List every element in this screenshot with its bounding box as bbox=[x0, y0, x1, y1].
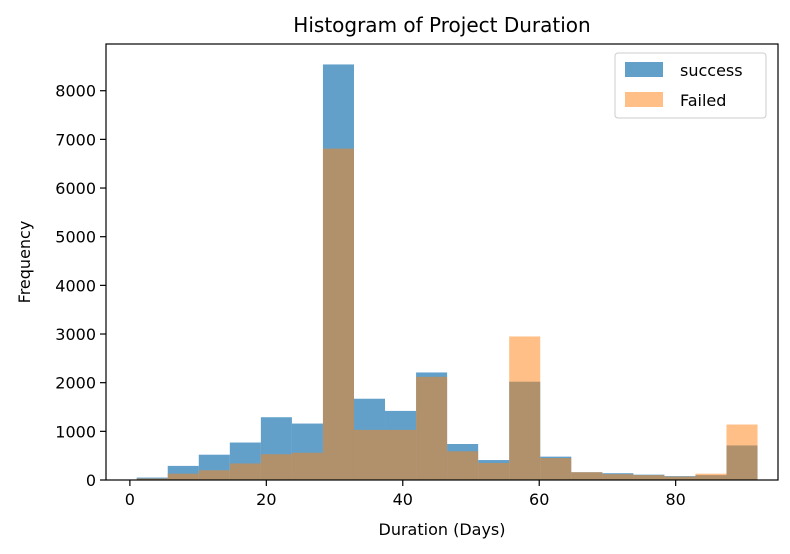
x-axis-ticks: 0 20 40 60 80 bbox=[125, 480, 686, 509]
bar-failed-18 bbox=[695, 473, 727, 480]
x-tick-label-80: 80 bbox=[665, 490, 685, 509]
bar-failed-3 bbox=[229, 463, 261, 480]
bar-failed-10 bbox=[447, 451, 479, 480]
bar-failed-8 bbox=[385, 429, 417, 480]
y-tick-label-8000: 8000 bbox=[55, 82, 96, 101]
y-axis-ticks: 0 1000 2000 3000 4000 5000 6000 7000 8000 bbox=[55, 82, 106, 490]
x-tick-label-60: 60 bbox=[529, 490, 549, 509]
x-tick-label-20: 20 bbox=[256, 490, 276, 509]
bar-failed-16 bbox=[633, 475, 665, 480]
bars-layer bbox=[136, 64, 758, 480]
bar-failed-17 bbox=[664, 476, 696, 480]
y-tick-label-5000: 5000 bbox=[55, 228, 96, 247]
bar-failed-15 bbox=[602, 474, 634, 480]
x-axis-label: Duration (Days) bbox=[379, 520, 506, 539]
legend-swatch-success bbox=[625, 62, 663, 77]
bar-failed-19 bbox=[726, 424, 758, 480]
bar-failed-2 bbox=[198, 470, 230, 480]
plot-frame bbox=[105, 43, 779, 481]
bar-failed-11 bbox=[478, 462, 510, 480]
bar-failed-14 bbox=[571, 472, 603, 480]
y-tick-label-4000: 4000 bbox=[55, 276, 96, 295]
x-tick-label-0: 0 bbox=[125, 490, 135, 509]
y-tick-label-7000: 7000 bbox=[55, 130, 96, 149]
series-failed bbox=[136, 148, 758, 480]
x-tick-label-40: 40 bbox=[393, 490, 413, 509]
legend: success Failed bbox=[614, 52, 767, 119]
y-tick-label-2000: 2000 bbox=[55, 374, 96, 393]
y-tick-label-6000: 6000 bbox=[55, 179, 96, 198]
bar-failed-5 bbox=[291, 452, 323, 480]
bar-failed-1 bbox=[167, 473, 199, 480]
bar-failed-6 bbox=[322, 148, 354, 480]
bar-failed-7 bbox=[353, 429, 386, 480]
chart-title: Histogram of Project Duration bbox=[293, 13, 590, 37]
y-axis-label: Frequency bbox=[15, 221, 34, 304]
bar-failed-9 bbox=[416, 376, 448, 480]
legend-swatch-failed bbox=[625, 92, 663, 107]
y-tick-label-1000: 1000 bbox=[55, 422, 96, 441]
legend-label-failed: Failed bbox=[680, 91, 726, 110]
bar-failed-0 bbox=[136, 478, 168, 480]
y-tick-label-3000: 3000 bbox=[55, 325, 96, 344]
bar-failed-13 bbox=[540, 458, 572, 480]
y-tick-label-0: 0 bbox=[86, 471, 96, 490]
bar-failed-4 bbox=[260, 454, 292, 480]
legend-label-success: success bbox=[680, 61, 743, 80]
bar-failed-12 bbox=[509, 336, 541, 480]
